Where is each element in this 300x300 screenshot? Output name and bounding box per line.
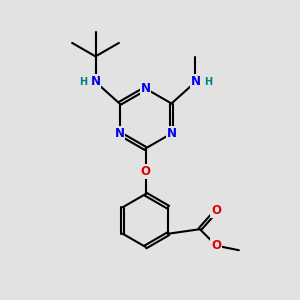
Text: O: O <box>212 204 221 217</box>
Text: H: H <box>79 77 87 87</box>
Text: H: H <box>204 77 212 87</box>
Text: N: N <box>190 75 200 88</box>
Text: N: N <box>115 127 124 140</box>
Text: O: O <box>212 239 221 252</box>
Text: O: O <box>140 165 151 178</box>
Text: N: N <box>140 82 151 95</box>
Text: N: N <box>91 75 100 88</box>
Text: N: N <box>167 127 176 140</box>
